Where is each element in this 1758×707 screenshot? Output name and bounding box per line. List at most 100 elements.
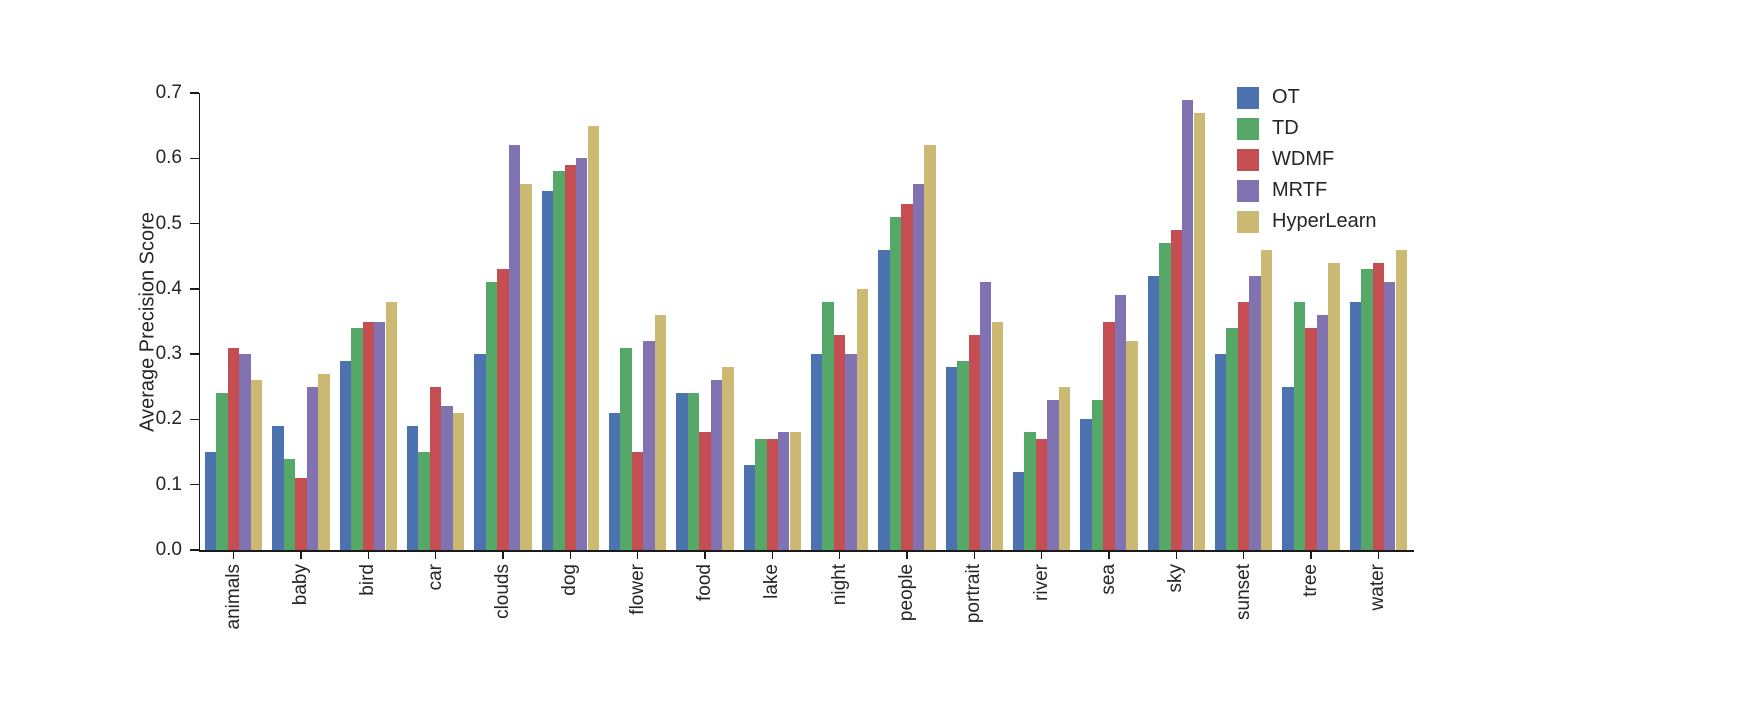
bar-mrtf-night xyxy=(845,354,857,550)
bar-wdmf-sea xyxy=(1103,321,1115,550)
bar-hyperlearn-car xyxy=(452,412,465,550)
x-tick-mark xyxy=(367,550,370,559)
x-tick-mark xyxy=(1242,550,1245,559)
legend-item-td: TD xyxy=(1237,117,1377,140)
bar-hyperlearn-night xyxy=(856,288,869,550)
x-tick-label: animals xyxy=(222,564,244,630)
y-tick-mark xyxy=(190,418,199,421)
legend-item-wdmf: WDMF xyxy=(1237,148,1377,171)
legend-swatch-td xyxy=(1237,117,1259,140)
bar-ot-animals xyxy=(205,452,217,550)
bar-wdmf-bird xyxy=(362,321,375,550)
y-tick-mark xyxy=(190,92,199,94)
bar-hyperlearn-sea xyxy=(1126,341,1138,550)
y-tick-mark xyxy=(190,549,199,551)
bar-hyperlearn-bird xyxy=(385,301,397,550)
bar-hyperlearn-sky xyxy=(1193,112,1205,550)
bar-wdmf-dog xyxy=(564,164,577,550)
x-tick-mark xyxy=(973,550,976,559)
bar-td-flower xyxy=(620,347,632,550)
x-tick-label: flower xyxy=(626,564,648,615)
x-tick-label: sea xyxy=(1098,564,1119,595)
bar-ot-people xyxy=(878,249,890,550)
legend-item-ot: OT xyxy=(1237,86,1377,109)
x-tick-mark xyxy=(704,550,706,559)
bar-td-baby xyxy=(283,458,296,550)
bar-td-car xyxy=(418,452,430,550)
x-tick-label: food xyxy=(694,564,715,601)
legend-item-hyperlearn: HyperLearn xyxy=(1237,210,1377,233)
bar-mrtf-river xyxy=(1047,399,1059,550)
x-tick-mark xyxy=(1175,550,1178,559)
x-tick-label: sunset xyxy=(1232,564,1254,620)
bar-mrtf-animals xyxy=(239,354,251,550)
bar-hyperlearn-clouds xyxy=(520,184,532,550)
bar-mrtf-water xyxy=(1384,282,1396,550)
bar-ot-sea xyxy=(1080,419,1092,550)
legend-label-td: TD xyxy=(1272,117,1299,139)
bar-wdmf-flower xyxy=(631,452,644,550)
bar-td-night xyxy=(822,301,834,550)
bar-td-tree xyxy=(1293,301,1306,550)
bar-mrtf-dog xyxy=(576,158,588,550)
bar-ot-sky xyxy=(1147,275,1160,550)
y-tick-label: 0.3 xyxy=(155,343,182,365)
bar-mrtf-people xyxy=(912,184,925,550)
bar-td-water xyxy=(1361,269,1373,550)
bar-td-animals xyxy=(216,393,228,550)
bar-wdmf-night xyxy=(833,334,846,550)
x-tick-label: water xyxy=(1367,564,1389,611)
x-tick-label: car xyxy=(424,564,446,591)
bar-wdmf-clouds xyxy=(497,269,509,550)
legend-item-mrtf: MRTF xyxy=(1237,179,1377,202)
bar-ot-flower xyxy=(609,412,621,550)
bar-wdmf-water xyxy=(1372,262,1385,550)
bar-mrtf-sunset xyxy=(1249,275,1261,550)
x-tick-mark xyxy=(636,550,639,559)
bar-wdmf-portrait xyxy=(968,334,981,550)
bar-hyperlearn-baby xyxy=(318,373,330,550)
y-tick-label: 0.4 xyxy=(155,277,182,299)
y-tick-label: 0.1 xyxy=(155,473,182,495)
bar-hyperlearn-sunset xyxy=(1260,249,1273,550)
x-tick-mark xyxy=(906,550,908,559)
bar-wdmf-lake xyxy=(766,439,779,550)
bar-ot-food xyxy=(676,393,688,550)
bar-td-portrait xyxy=(957,360,969,550)
x-tick-label: sky xyxy=(1165,564,1187,593)
y-tick-mark xyxy=(190,288,199,290)
bar-hyperlearn-portrait xyxy=(991,321,1003,550)
x-tick-mark xyxy=(1377,550,1380,559)
bar-hyperlearn-river xyxy=(1058,386,1071,550)
x-tick-mark xyxy=(838,550,841,559)
bar-td-sea xyxy=(1091,399,1104,550)
y-tick-mark xyxy=(190,157,199,160)
y-tick-mark xyxy=(190,483,199,486)
x-tick-label: people xyxy=(896,564,917,622)
bar-ot-car xyxy=(407,425,419,550)
bar-mrtf-clouds xyxy=(508,145,521,550)
legend: OT TD WDMF MRTF HyperLearn xyxy=(1237,86,1377,241)
bar-wdmf-sunset xyxy=(1237,301,1250,550)
bar-mrtf-baby xyxy=(306,386,319,550)
x-tick-mark xyxy=(1108,550,1110,559)
x-tick-mark xyxy=(502,550,504,559)
y-tick-label: 0.2 xyxy=(155,408,182,430)
y-tick-mark xyxy=(190,222,199,225)
bar-td-people xyxy=(889,217,902,550)
bar-td-food xyxy=(687,393,700,550)
legend-label-mrtf: MRTF xyxy=(1272,179,1328,201)
x-tick-label: night xyxy=(828,564,850,606)
bar-td-river xyxy=(1024,432,1036,550)
bar-ot-clouds xyxy=(474,354,486,550)
bar-wdmf-car xyxy=(429,386,442,550)
bar-ot-river xyxy=(1013,471,1025,550)
bar-td-dog xyxy=(553,171,565,550)
x-tick-label: portrait xyxy=(963,564,985,624)
x-tick-label: baby xyxy=(290,564,311,606)
bar-mrtf-tree xyxy=(1316,314,1329,550)
bar-ot-tree xyxy=(1282,386,1294,550)
y-tick-mark xyxy=(190,353,199,355)
bar-hyperlearn-food xyxy=(722,367,734,550)
